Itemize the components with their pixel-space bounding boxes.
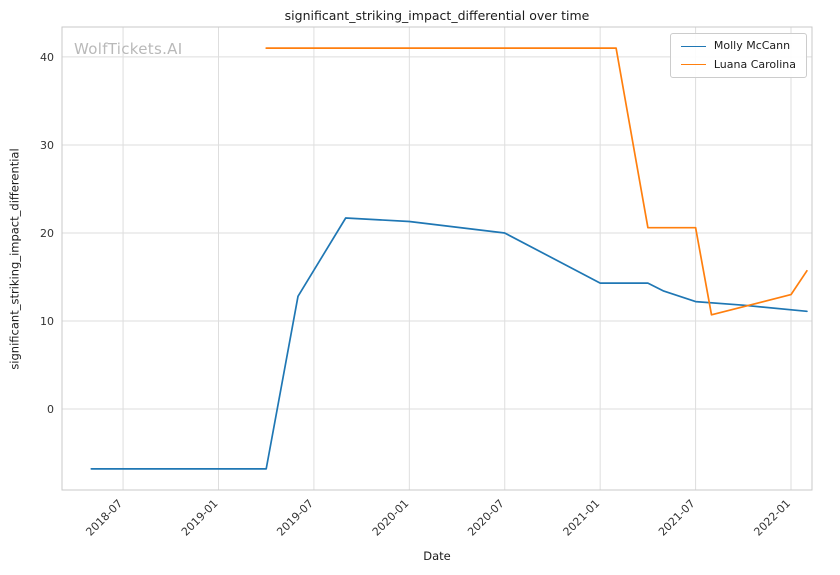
legend-entry: Molly McCann	[680, 39, 796, 53]
x-tick-label: 2020-07	[465, 497, 507, 539]
y-tick-label: 20	[40, 227, 54, 240]
y-tick-label: 0	[47, 403, 54, 416]
x-tick-label: 2019-07	[274, 497, 316, 539]
plot-frame	[61, 26, 813, 491]
x-axis-label: Date	[423, 549, 451, 563]
y-tick-label: 30	[40, 139, 54, 152]
legend-line-sample-icon	[680, 45, 706, 47]
y-axis-label-container: significant_striking_impact_differential	[2, 27, 28, 490]
y-tick-label: 40	[40, 51, 54, 64]
legend: Molly McCann Luana Carolina	[669, 33, 807, 79]
legend-line-sample-icon	[680, 64, 706, 66]
series-line-molly-mccann	[90, 217, 808, 470]
watermark: WolfTickets.AI	[74, 40, 183, 58]
x-tick-label: 2021-01	[561, 497, 603, 539]
legend-label: Luana Carolina	[713, 57, 796, 71]
series-line-luana-carolina	[265, 47, 808, 316]
y-axis-label: significant_striking_impact_differential	[8, 147, 23, 370]
x-tick-label: 2019-01	[179, 497, 221, 539]
legend-entry: Luana Carolina	[680, 57, 796, 72]
legend-label: Molly McCann	[713, 39, 791, 52]
chart-title: significant_striking_impact_differential…	[284, 8, 590, 23]
x-tick-label: 2018-07	[83, 497, 125, 539]
x-tick-label: 2020-01	[370, 497, 412, 539]
x-tick-label: 2022-01	[751, 497, 793, 539]
x-tick-label: 2021-07	[656, 497, 698, 539]
y-tick-label: 10	[40, 315, 54, 328]
